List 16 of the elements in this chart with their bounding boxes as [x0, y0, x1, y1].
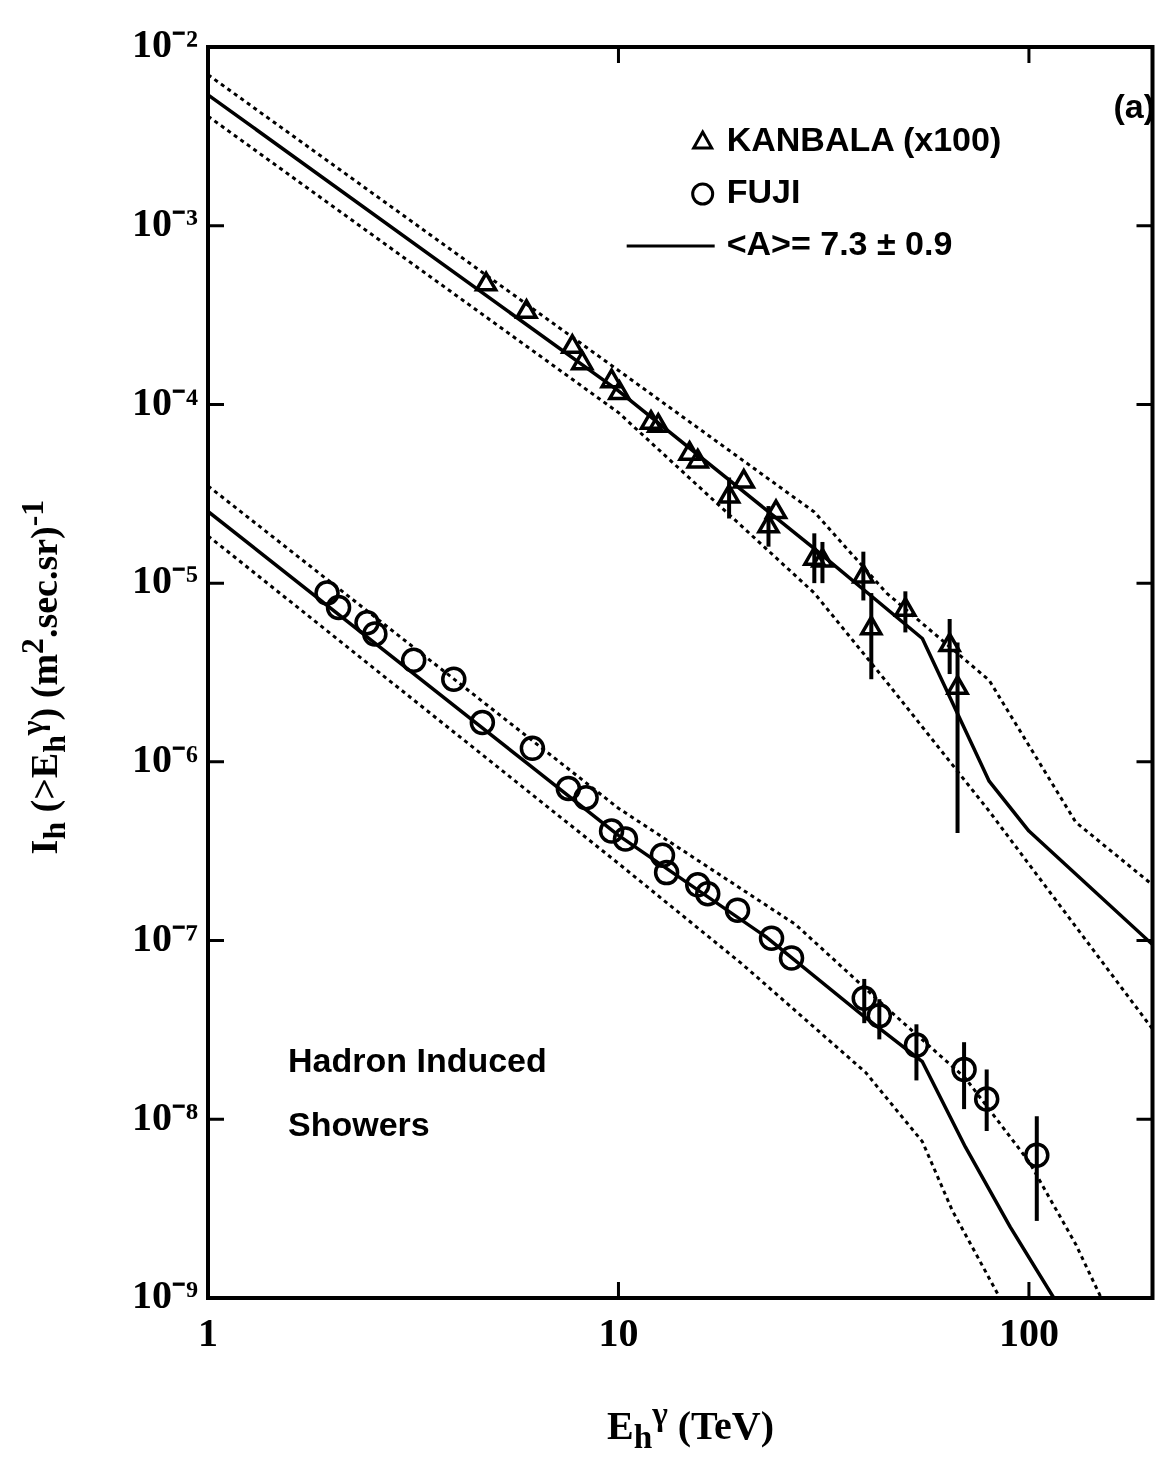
- y-tick-label: 10⁻⁵: [132, 557, 198, 603]
- y-tick-label: 10⁻³: [132, 200, 198, 246]
- x-tick-label: 10: [598, 1310, 639, 1356]
- legend-label: <A>= 7.3 ± 0.9: [726, 224, 953, 263]
- y-tick-label: 10⁻²: [132, 21, 198, 67]
- x-axis-title: E$_{h}$$^{γ}$ (TeV): [605, 1395, 776, 1457]
- x-tick-label: 100: [998, 1310, 1059, 1356]
- legend-label: KANBALA (x100): [726, 120, 1002, 159]
- annotation: Hadron Induced Showers: [288, 1040, 548, 1145]
- y-tick-label: 10⁻⁹: [132, 1272, 198, 1318]
- y-tick-label: 10⁻⁷: [132, 914, 198, 960]
- y-tick-label: 10⁻⁸: [132, 1093, 198, 1139]
- x-tick-label: 1: [198, 1310, 218, 1356]
- y-tick-label: 10⁻⁴: [132, 378, 198, 424]
- legend-label: FUJI: [726, 172, 801, 211]
- y-tick-label: 10⁻⁶: [132, 736, 198, 782]
